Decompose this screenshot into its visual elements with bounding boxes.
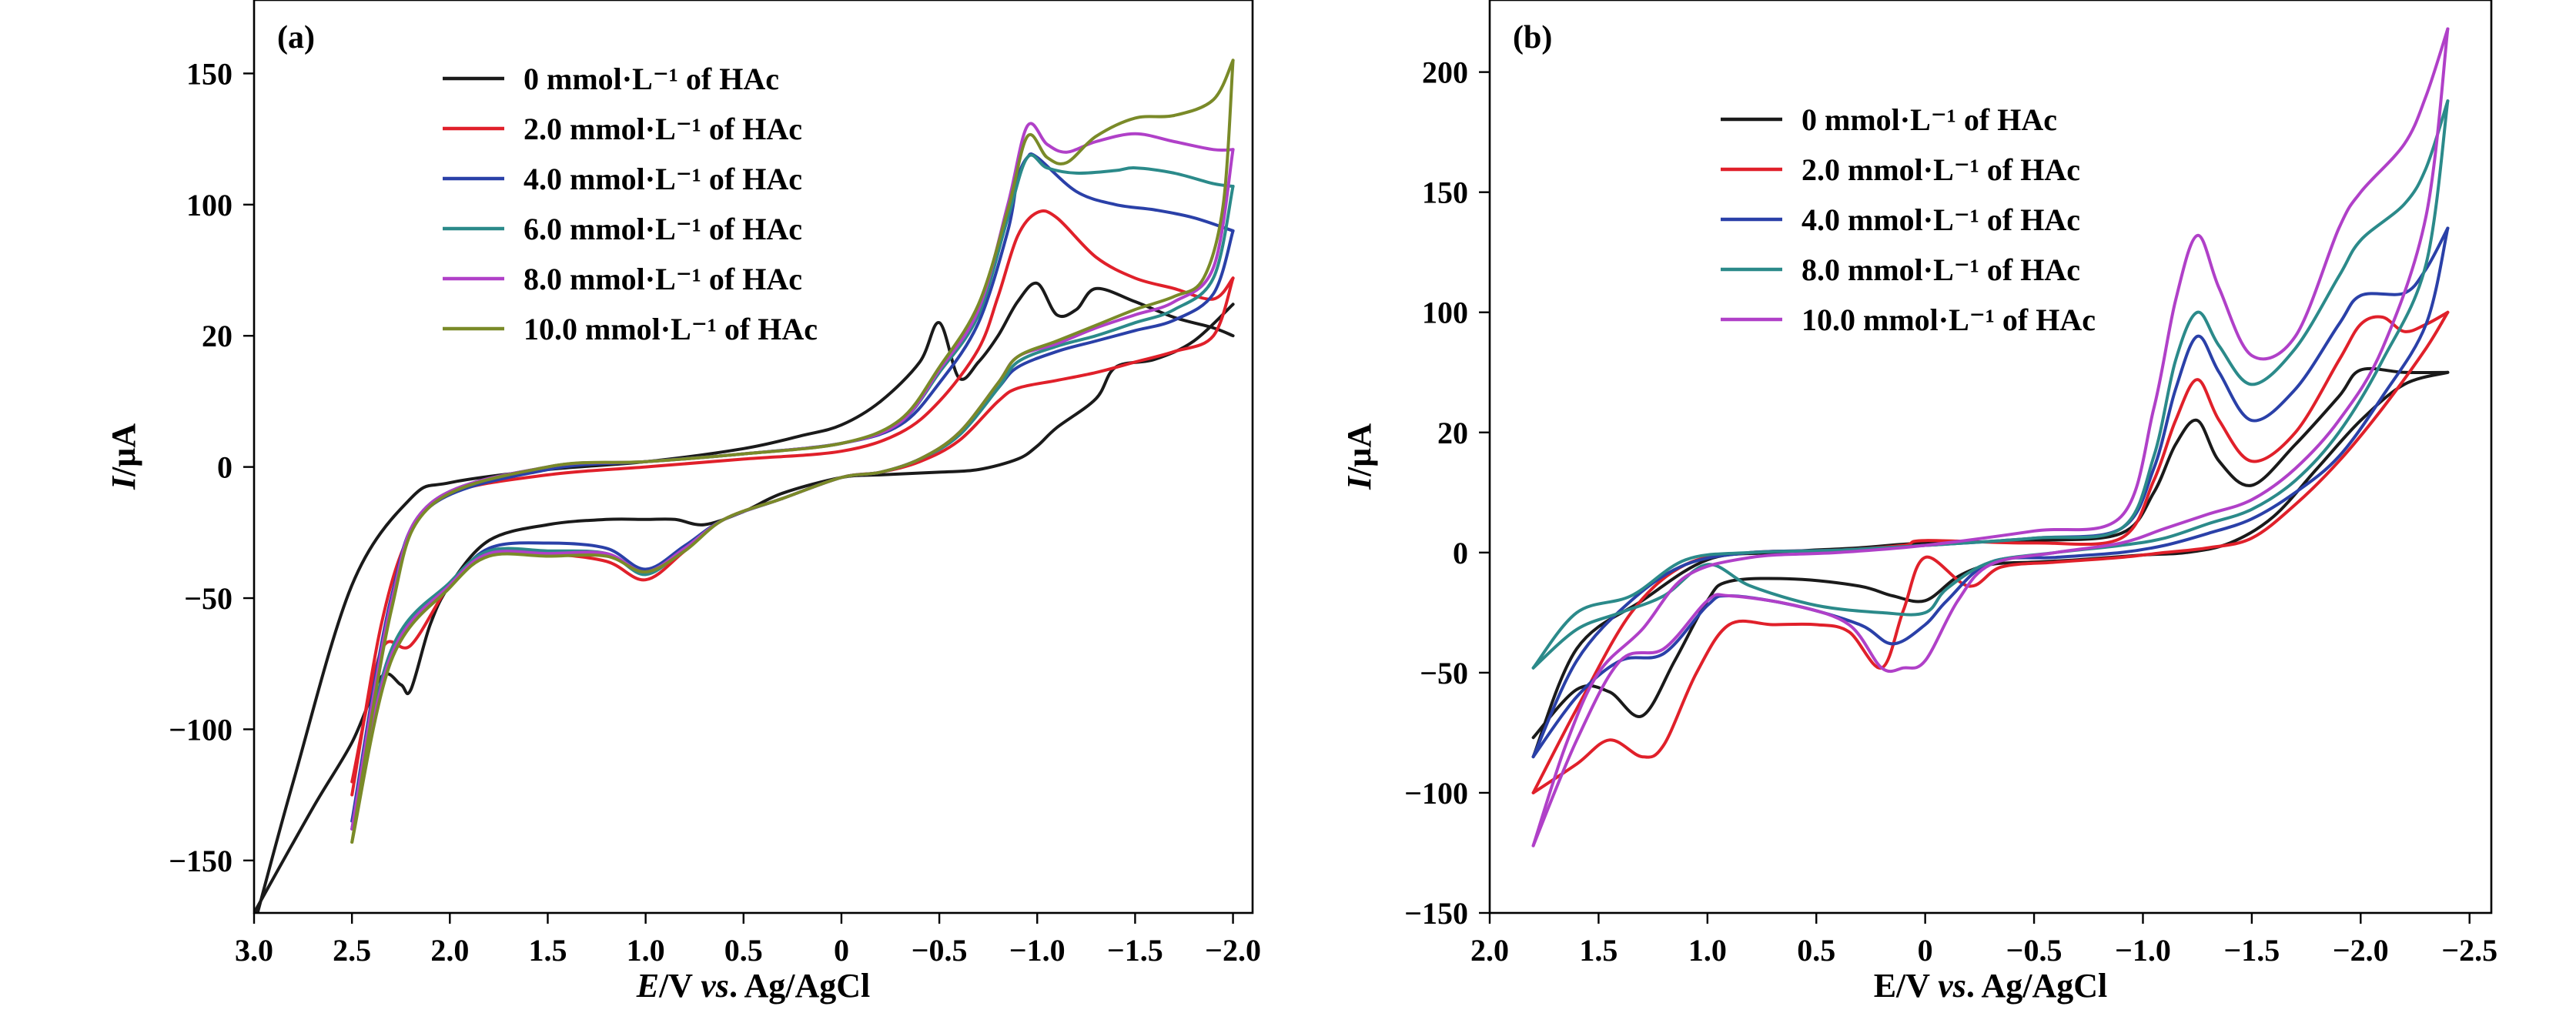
x-tick-label: 2.5: [333, 933, 371, 968]
series-2-forward-sweep: [1531, 226, 2450, 759]
x-tick-label: −1.5: [2223, 933, 2280, 968]
x-tick-label: −2.0: [2333, 933, 2389, 968]
legend-label: 0 mmol·L⁻¹ of HAc: [524, 62, 779, 96]
y-tick-label: 100: [186, 188, 233, 222]
series-2-reverse-sweep: [1531, 226, 2450, 759]
y-tick-label: −100: [1404, 776, 1468, 811]
y-tick-label: −100: [169, 712, 233, 747]
plot-frame: [253, 0, 1254, 914]
y-tick-label: −150: [1404, 896, 1468, 931]
series-1-forward-sweep: [350, 209, 1235, 797]
x-tick-label: −1.0: [1009, 933, 1066, 968]
x-tick-label: 1.0: [1688, 933, 1727, 968]
x-tick-label: 3.0: [235, 933, 273, 968]
series-4-forward-sweep: [1531, 27, 2450, 848]
series-0-reverse-sweep: [254, 303, 1235, 913]
x-tick-label: 0.5: [1797, 933, 1835, 968]
legend-label: 0 mmol·L⁻¹ of HAc: [1802, 102, 2057, 137]
series-0-forward-sweep: [1531, 366, 2450, 759]
y-tick-label: −50: [184, 581, 233, 616]
y-tick-label: 20: [1437, 416, 1468, 450]
y-tick-label: 20: [202, 319, 233, 353]
x-tick-label: 0: [1918, 933, 1933, 968]
series-1-reverse-sweep: [1531, 310, 2450, 794]
x-tick-label: −2.5: [2441, 933, 2497, 968]
legend-label: 4.0 mmol·L⁻¹ of HAc: [524, 162, 802, 196]
series-1-reverse-sweep: [350, 276, 1235, 784]
y-tick-label: 150: [1422, 176, 1468, 210]
panel-a: 3.0 2.5 2.0 1.5 1.0 0.5 0 −0.5 −1.0 −1.5 −2.0 −150 −…: [105, 0, 1261, 1005]
legend: 0 mmol·L⁻¹ of HAc 2.0 mmol·L⁻¹ of HAc 4.0 …: [1721, 102, 2096, 337]
series-3-forward-sweep: [1531, 99, 2450, 670]
x-tick-label: −0.5: [912, 933, 968, 968]
y-tick-label: −150: [169, 844, 233, 878]
series-2-forward-sweep: [350, 152, 1235, 823]
curves: [254, 59, 1235, 913]
legend-label: 10.0 mmol·L⁻¹ of HAc: [524, 312, 818, 346]
x-tick-label: −1.5: [1107, 933, 1163, 968]
x-tick-label: 1.5: [528, 933, 567, 968]
y-tick-label: −50: [1420, 656, 1468, 690]
legend: 0 mmol·L⁻¹ of HAc 2.0 mmol·L⁻¹ of HAc 4.0 …: [443, 62, 818, 346]
x-tick-label: −2.0: [1205, 933, 1261, 968]
x-tick-label: 0: [834, 933, 849, 968]
legend-label: 10.0 mmol·L⁻¹ of HAc: [1802, 303, 2096, 337]
y-axis-title: I/μA: [1340, 423, 1378, 490]
y-tick-label: 0: [1453, 536, 1468, 570]
legend-label: 4.0 mmol·L⁻¹ of HAc: [1802, 202, 2080, 237]
panel-label: (a): [277, 20, 315, 55]
series-0-forward-sweep: [256, 281, 1235, 913]
panel-b: 2.0 1.5 1.0 0.5 0 −0.5 −1.0 −1.5 −2.0 −2.5 −150 −10…: [1340, 0, 2497, 1005]
x-tick-label: −1.0: [2115, 933, 2171, 968]
x-tick-label: 0.5: [724, 933, 763, 968]
series-5-forward-sweep: [350, 59, 1235, 844]
x-axis-title: E/V vs. Ag/AgCl: [636, 967, 871, 1005]
x-tick-label: −0.5: [2006, 933, 2062, 968]
legend-label: 2.0 mmol·L⁻¹ of HAc: [1802, 152, 2080, 187]
curves: [1531, 27, 2450, 848]
y-tick-label: 100: [1422, 296, 1468, 330]
x-tick-label: 1.0: [627, 933, 665, 968]
y-tick-label: 0: [217, 450, 233, 485]
legend-label: 8.0 mmol·L⁻¹ of HAc: [1802, 252, 2080, 287]
panel-label: (b): [1513, 20, 1552, 55]
plot-frame: [1488, 0, 2493, 914]
series-1-forward-sweep: [1531, 310, 2450, 794]
legend-label: 6.0 mmol·L⁻¹ of HAc: [524, 212, 802, 246]
series-3-forward-sweep: [350, 153, 1235, 831]
legend-label: 8.0 mmol·L⁻¹ of HAc: [524, 262, 802, 296]
x-axis-title: E/V vs. Ag/AgCl: [1874, 967, 2108, 1005]
x-tick-label: 2.0: [430, 933, 469, 968]
x-tick-label: 1.5: [1579, 933, 1618, 968]
y-tick-label: 200: [1422, 55, 1468, 90]
y-tick-label: 150: [186, 56, 233, 91]
series-4-reverse-sweep: [1531, 27, 2450, 848]
series-5-reverse-sweep: [350, 59, 1235, 844]
legend-label: 2.0 mmol·L⁻¹ of HAc: [524, 112, 802, 146]
y-axis-title: I/μA: [105, 423, 142, 490]
x-tick-label: 2.0: [1470, 933, 1509, 968]
